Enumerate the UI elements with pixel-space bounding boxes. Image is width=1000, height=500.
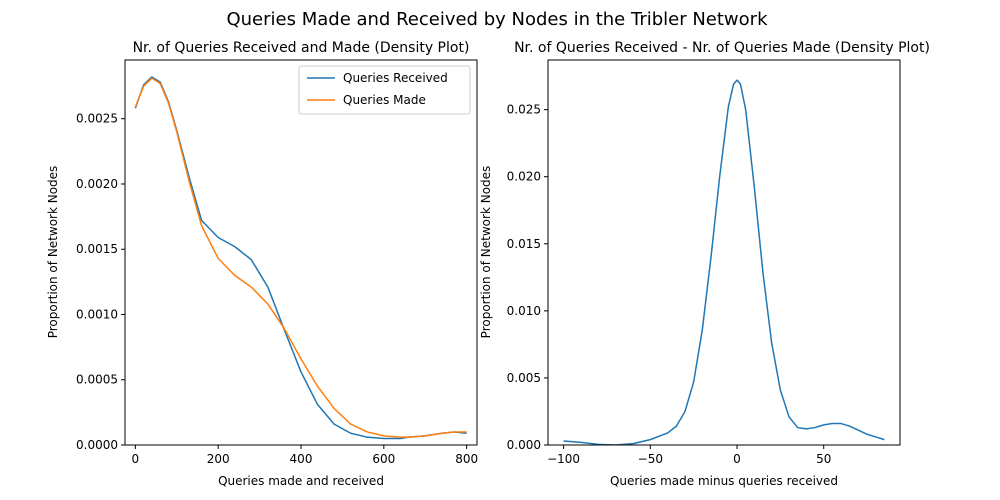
left-plot-ytick-label: 0.0010: [76, 307, 118, 321]
left-plot-ytick-label: 0.0025: [76, 112, 118, 126]
right-plot-xtick-label: −100: [547, 452, 580, 466]
right-plot: Nr. of Queries Received - Nr. of Queries…: [479, 40, 930, 488]
right-plot-title: Nr. of Queries Received - Nr. of Queries…: [514, 40, 930, 56]
right-plot-xtick-label: 0: [733, 452, 741, 466]
right-plot-ytick-label: 0.000: [507, 438, 541, 452]
left-plot-series-2-line: [134, 77, 467, 438]
left-plot-legend: Queries Received Queries Made: [298, 65, 471, 115]
left-plot-legend-label: Queries Received: [343, 71, 448, 85]
left-plot-xlabel: Queries made and received: [218, 474, 384, 488]
right-plot-series-1-line: [563, 79, 885, 445]
right-plot-xtick-label: 50: [816, 452, 831, 466]
right-plot-ytick-label: 0.010: [507, 304, 541, 318]
left-plot-xtick-label: 200: [207, 452, 230, 466]
left-plot: Nr. of Queries Received and Made (Densit…: [46, 40, 478, 488]
left-plot-xtick-label: 400: [290, 452, 313, 466]
left-plot-ytick-label: 0.0000: [76, 438, 118, 452]
left-plot-xtick-label: 800: [455, 452, 478, 466]
left-plot-legend-box: [298, 65, 471, 115]
right-plot-xlabel: Queries made minus queries received: [610, 474, 838, 488]
right-plot-ylabel: Proportion of Network Nodes: [479, 166, 493, 339]
left-plot-title: Nr. of Queries Received and Made (Densit…: [133, 40, 470, 56]
left-plot-ytick-label: 0.0015: [76, 242, 118, 256]
right-plot-ytick-label: 0.025: [507, 103, 541, 117]
right-plot-ytick-label: 0.020: [507, 170, 541, 184]
left-plot-xtick-label: 600: [372, 452, 395, 466]
left-plot-ytick-label: 0.0005: [76, 373, 118, 387]
left-plot-ylabel: Proportion of Network Nodes: [46, 166, 60, 339]
right-plot-xtick-label: −50: [638, 452, 663, 466]
left-plot-legend-label: Queries Made: [343, 93, 426, 107]
left-plot-xtick-label: 0: [132, 452, 140, 466]
right-plot-ytick-label: 0.015: [507, 237, 541, 251]
right-plot-frame: [547, 59, 901, 446]
right-plot-ytick-label: 0.005: [507, 371, 541, 385]
left-plot-ytick-label: 0.0020: [76, 177, 118, 191]
figure-suptitle: Queries Made and Received by Nodes in th…: [226, 9, 768, 30]
